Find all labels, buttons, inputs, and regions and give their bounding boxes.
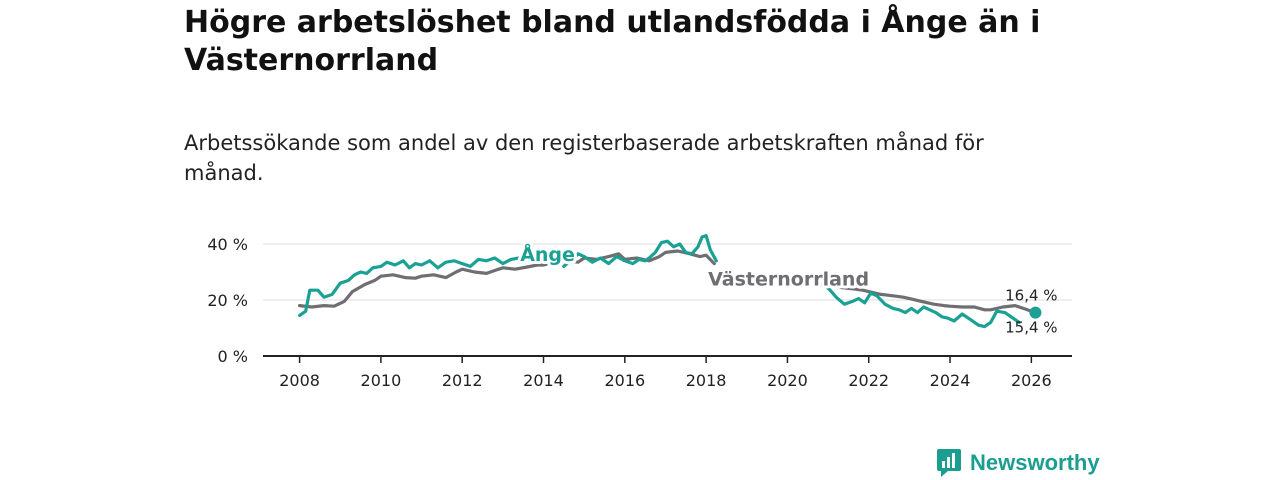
chart-title: Högre arbetslöshet bland utlandsfödda i …: [184, 5, 1041, 78]
end-label-ange: 15,4 %: [1005, 318, 1057, 336]
line-chart: 0 % 20 % 40 % 2008 2010 2012 2014 2016 2018 2020 2…: [207, 234, 1072, 390]
series-label-vasternorrland-halo: Västernorrland: [708, 269, 869, 291]
chart-subtitle: Arbetssökande som andel av den registerb…: [184, 131, 984, 185]
grid-lines: [263, 243, 1072, 301]
series-label-ange: Ånge: [520, 242, 575, 266]
brand: Newsworthy: [936, 448, 1100, 478]
series-label-ange-halo: Ånge: [520, 242, 575, 266]
series-layer: [298, 234, 1042, 329]
brand-name: Newsworthy: [970, 450, 1100, 475]
x-tick-label: 2026: [1011, 371, 1052, 390]
end-point-marker: [1029, 306, 1042, 319]
x-tick-label: 2010: [361, 371, 402, 390]
series-line-vasternorrland: [298, 249, 1037, 315]
x-tick-label: 2014: [523, 371, 564, 390]
y-tick-label: 40 %: [207, 235, 248, 254]
x-tick-label: 2022: [848, 371, 889, 390]
end-label-vasternorrland: 16,4 %: [1005, 287, 1057, 305]
x-axis: 0 % 20 % 40 % 2008 2010 2012 2014 2016 2018 2020 2…: [207, 235, 1072, 390]
label-layer: ÅngeÅngeVästernorrlandVästernorrland16,4…: [517, 239, 1057, 336]
x-tick-label: 2018: [686, 371, 727, 390]
series-line-ange: [298, 234, 1021, 329]
x-tick-label: 2016: [604, 371, 645, 390]
y-tick-label: 20 %: [207, 291, 248, 310]
x-tick-label: 2020: [767, 371, 808, 390]
y-tick-label: 0 %: [218, 347, 248, 366]
x-tick-label: 2024: [930, 371, 971, 390]
x-tick-label: 2008: [279, 371, 320, 390]
series-label-vasternorrland: Västernorrland: [708, 269, 869, 291]
x-tick-label: 2012: [442, 371, 483, 390]
newsworthy-logo-icon: [937, 449, 961, 477]
